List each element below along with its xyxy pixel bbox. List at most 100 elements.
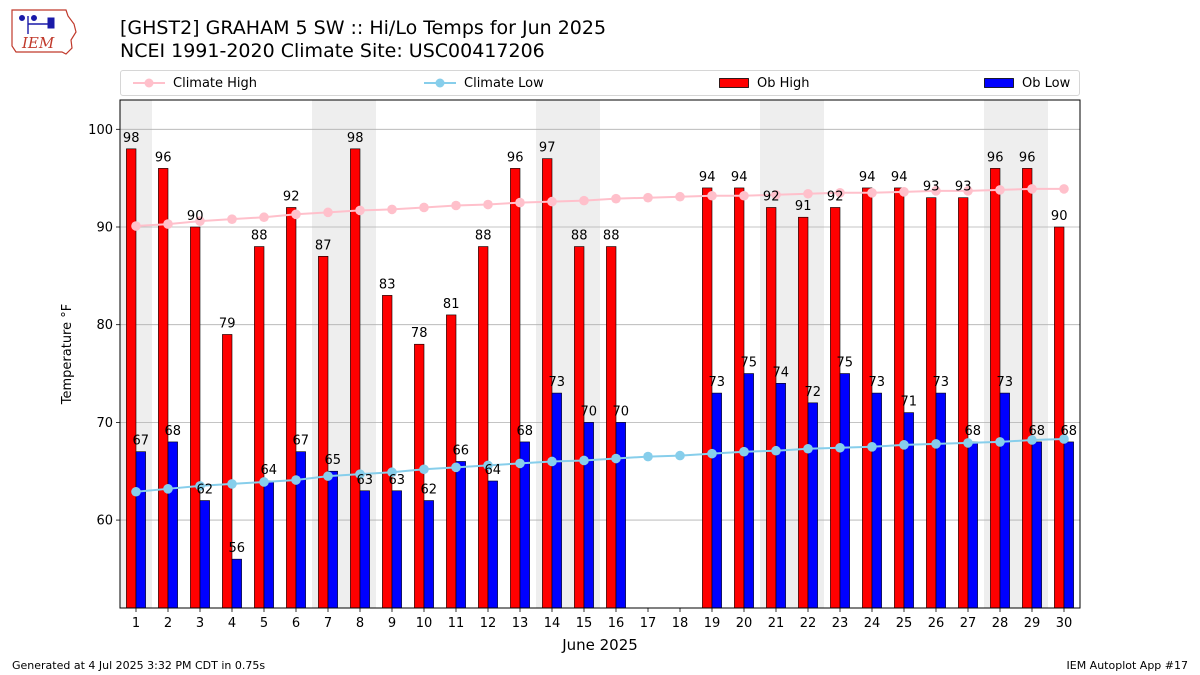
label-ob-high: 79 [219,316,236,331]
label-ob-high: 93 [923,180,940,195]
bar-ob-high [158,168,169,609]
label-ob-low: 67 [293,434,310,449]
point-climate-high [995,185,1005,195]
point-climate-high [355,205,365,216]
label-ob-low: 66 [453,443,470,458]
x-tick-label: 6 [292,616,300,631]
point-climate-high [643,192,653,203]
bar-ob-low [743,373,754,609]
label-ob-low: 56 [229,541,246,556]
bar-ob-high [702,187,713,609]
point-climate-low [195,481,205,491]
legend-label: Climate Low [464,75,544,91]
bar-ob-high [190,226,201,609]
x-tick-label: 17 [640,616,657,631]
bar-ob-high [478,246,489,609]
label-ob-high: 92 [283,189,300,204]
bar-ob-high [798,216,809,609]
point-climate-low [355,469,365,479]
point-climate-low [387,467,397,478]
x-tick-label: 2 [164,616,172,631]
bar-ob-high [254,246,265,609]
bar-ob-low [551,392,562,609]
point-climate-high [291,209,301,220]
x-tick-label: 11 [448,616,465,631]
x-tick-label: 16 [608,616,625,631]
bar-ob-low [135,451,146,609]
bar-ob-low [839,373,850,609]
bar-ob-high [1022,168,1033,609]
point-climate-low [675,450,685,461]
label-ob-high: 96 [987,150,1004,165]
point-climate-low [419,464,429,475]
point-climate-high [323,207,333,218]
x-tick-label: 18 [672,616,689,631]
bar-ob-high [382,295,393,609]
label-ob-low: 62 [197,483,214,498]
point-climate-high [803,188,813,199]
bar-ob-high [574,246,585,609]
point-climate-high [707,190,717,201]
point-climate-high [547,196,557,207]
label-ob-high: 88 [251,229,268,244]
chart-legend: Climate High Climate Low Ob High Ob Low [120,70,1080,96]
point-climate-low [163,484,173,494]
point-climate-low [995,437,1005,447]
x-tick-label: 20 [736,616,753,631]
point-climate-high [611,193,621,204]
label-ob-low: 74 [773,365,790,380]
point-climate-low [835,442,845,453]
label-ob-high: 88 [571,229,588,244]
bar-ob-low [583,422,594,609]
point-climate-low [643,451,653,462]
point-climate-low [1059,434,1069,444]
x-tick-label: 1 [132,616,140,631]
point-climate-low [963,438,973,448]
point-climate-high [483,199,493,210]
point-climate-high [835,188,845,198]
bar-ob-low [295,451,306,609]
x-tick-label: 3 [196,616,204,631]
label-ob-low: 75 [741,356,758,371]
label-ob-low: 64 [485,463,502,478]
point-climate-low [451,462,461,473]
label-ob-low: 73 [933,375,950,390]
point-climate-high [387,204,397,215]
x-tick-label: 19 [704,616,721,631]
bar-ob-low [455,461,466,609]
bar-ob-low [231,558,242,609]
label-ob-low: 63 [357,473,374,488]
bar-ob-low [807,402,818,609]
label-ob-high: 92 [763,189,780,204]
legend-item-ob-high: Ob High [719,71,810,95]
label-ob-high: 87 [315,238,332,253]
point-climate-high [771,189,781,200]
bar-ob-low [423,500,434,609]
point-climate-high [899,187,909,197]
bar-ob-high [958,197,969,609]
bar-ob-high [766,207,777,609]
label-ob-low: 67 [133,434,150,449]
point-climate-high [579,195,589,206]
x-tick-label: 25 [896,616,913,631]
bar-ob-low [199,500,210,609]
label-ob-low: 62 [421,483,438,498]
bar-ob-low [615,422,626,609]
label-ob-low: 64 [261,463,278,478]
point-climate-high [195,216,205,226]
x-tick-label: 4 [228,616,236,631]
line-climate-low [135,437,1065,493]
y-tick-label: 80 [96,318,113,333]
label-ob-low: 73 [709,375,726,390]
bar-ob-high [222,334,233,609]
bar-ob-high [286,207,297,609]
point-climate-low [131,486,141,497]
label-ob-high: 96 [1019,150,1036,165]
legend-line-swatch [133,78,165,88]
logo-text: IEM [21,34,55,52]
x-tick-label: 27 [960,616,977,631]
label-ob-high: 92 [827,189,844,204]
label-ob-high: 98 [123,131,140,146]
legend-item-ob-low: Ob Low [984,71,1070,95]
label-ob-high: 94 [859,170,876,185]
